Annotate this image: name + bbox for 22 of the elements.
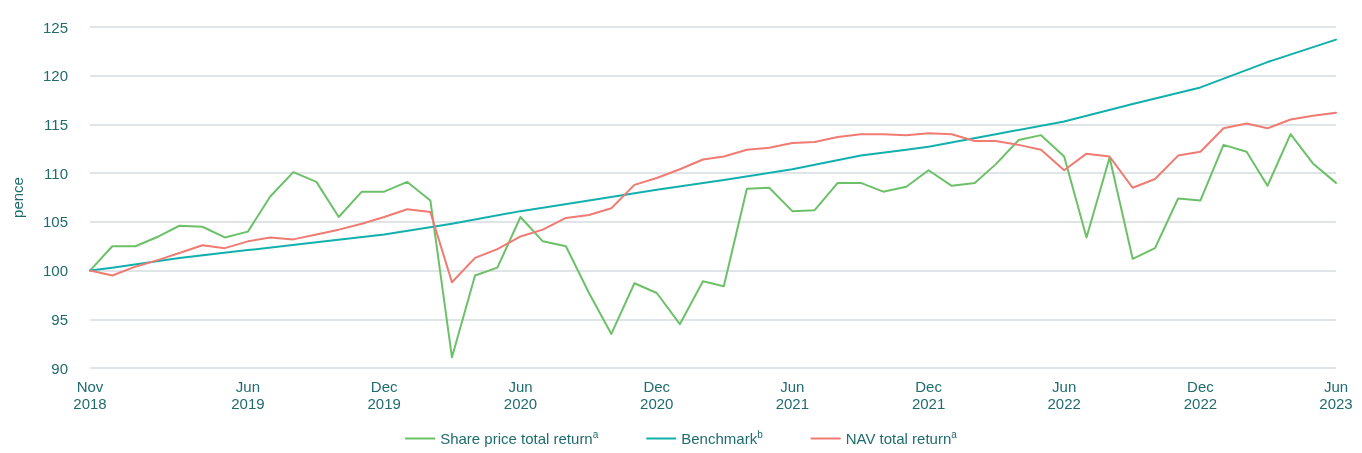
x-tick-label: Jun 2020 [503,378,538,412]
y-tick-label: 90 [51,359,68,377]
x-tick-label: Dec 2020 [640,378,674,412]
x-tick-label: Dec 2019 [367,378,401,412]
y-axis-title: pence [9,177,26,218]
y-tick-label: 125 [42,18,68,36]
line-series [89,133,1337,359]
y-tick-label: 110 [44,164,68,182]
y-tick-label: 115 [44,115,68,133]
y-tick-label: 120 [42,67,68,85]
y-tick-label: 95 [51,310,68,328]
x-tick-label: Jun 2023 [1319,378,1353,412]
x-tick-label: Jun 2022 [1047,378,1081,412]
line-series [89,38,1337,272]
x-tick-label: Jun 2021 [775,378,810,412]
y-tick-label: 105 [42,213,68,231]
line-series [89,111,1337,284]
x-tick-label: Dec 2022 [1183,378,1218,412]
x-tick-label: Jun 2019 [231,378,265,412]
y-tick-label: 100 [42,262,68,280]
x-tick-label: Dec 2021 [911,378,946,412]
x-tick-label: Nov 2018 [73,378,107,412]
